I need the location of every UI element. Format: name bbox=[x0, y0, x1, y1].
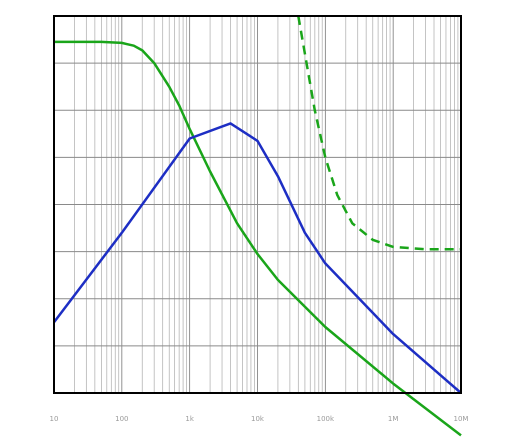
series-line-3 bbox=[53, 122, 462, 394]
series-line-1 bbox=[54, 40, 462, 437]
x-tick-label: 1k bbox=[185, 415, 194, 423]
x-tick-label: 1M bbox=[388, 415, 399, 423]
series-layer bbox=[53, 15, 462, 437]
plot-frame bbox=[53, 15, 462, 394]
tick-labels: 10 100 1k 10k 100k 1M 10M bbox=[50, 415, 469, 423]
series-line-2 bbox=[297, 15, 461, 251]
x-tick-label: 100 bbox=[115, 415, 128, 423]
x-tick-label: 10k bbox=[251, 415, 265, 423]
x-tick-label: 10M bbox=[454, 415, 469, 423]
x-tick-label: 10 bbox=[50, 415, 59, 423]
grid bbox=[53, 16, 461, 393]
x-tick-label: 100k bbox=[317, 415, 335, 423]
